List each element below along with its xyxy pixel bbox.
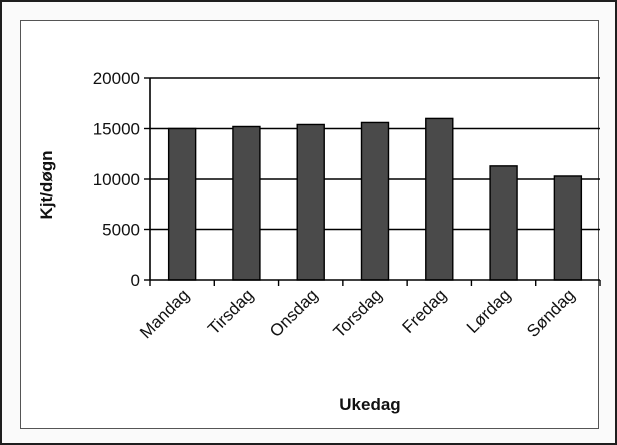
x-tick-label: Tirsdag [204, 285, 257, 338]
bar-lørdag [489, 165, 518, 281]
bars [167, 117, 583, 281]
x-tick-labels: Mandag Tirsdag Onsdag Torsdag Fredag Lørdag Sø… [136, 285, 579, 342]
x-tick-label: Onsdag [266, 285, 322, 341]
x-axis-title: Ukedag [339, 395, 400, 414]
y-tick-label: 5000 [102, 221, 140, 240]
y-tick-label: 15000 [93, 120, 140, 139]
x-tick-label: Søndag [523, 285, 579, 341]
y-axis-title: Kjt/døgn [37, 151, 56, 220]
axes [144, 77, 601, 286]
bar-torsdag [360, 121, 390, 281]
x-tick-label: Fredag [399, 285, 451, 337]
x-tick-label: Mandag [136, 285, 193, 342]
bar-onsdag [296, 123, 325, 281]
x-tick-label: Lørdag [463, 285, 515, 337]
bar-fredag [425, 117, 454, 281]
y-tick-labels: 0 5000 10000 15000 20000 [93, 69, 140, 290]
bar-tirsdag [232, 125, 261, 281]
y-tick-label: 20000 [93, 69, 140, 88]
y-tick-label: 10000 [93, 170, 140, 189]
x-tick-label: Torsdag [330, 285, 386, 341]
bar-søndag [553, 175, 583, 281]
bar-mandag [167, 127, 197, 281]
y-tick-label: 0 [131, 271, 140, 290]
